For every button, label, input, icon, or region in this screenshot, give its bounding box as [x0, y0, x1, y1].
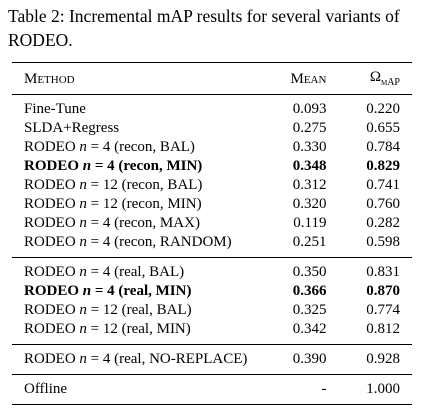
method-cell: Offline: [24, 381, 68, 397]
method-cell: RODEO n = 4 (recon, MAX): [24, 215, 200, 231]
omega-cell: 0.655: [366, 120, 400, 136]
mean-cell: 0.342: [292, 321, 327, 337]
table-row: RODEO n = 4 (recon, BAL) 0.330 0.784: [12, 138, 412, 157]
table-row: RODEO n = 4 (real, MIN) 0.366 0.870: [12, 282, 412, 301]
table-row: RODEO n = 12 (real, MIN) 0.342 0.812: [12, 320, 412, 345]
omega-cell: 0.870: [366, 283, 400, 299]
method-cell: RODEO n = 12 (recon, BAL): [24, 177, 203, 193]
omega-cell: 0.928: [366, 351, 400, 367]
header-mean: Mean: [290, 71, 327, 87]
table-row: RODEO n = 12 (real, BAL) 0.325 0.774: [12, 301, 412, 320]
method-cell: RODEO n = 4 (real, MIN): [24, 283, 192, 299]
method-cell: RODEO n = 4 (recon, MIN): [24, 158, 203, 174]
table-header: Method Mean ΩmAP: [12, 62, 412, 95]
mean-cell: 0.330: [292, 139, 327, 155]
table-row: RODEO n = 4 (real, BAL) 0.350 0.831: [12, 258, 412, 283]
omega-cell: 1.000: [366, 381, 400, 397]
omega-cell: 0.598: [366, 234, 400, 250]
table-row: RODEO n = 4 (recon, MAX) 0.119 0.282: [12, 214, 412, 233]
mean-cell: 0.320: [292, 196, 327, 212]
omega-cell: 0.220: [366, 101, 400, 117]
results-table: Method Mean ΩmAP Fine-Tune 0.093 0.220 SLDA…: [12, 62, 412, 405]
table-row: RODEO n = 12 (recon, BAL) 0.312 0.741: [12, 176, 412, 195]
mean-cell: 0.251: [292, 234, 327, 250]
omega-symbol: Ω: [369, 68, 381, 85]
mean-cell: 0.275: [292, 120, 327, 136]
mean-cell: 0.093: [292, 101, 327, 117]
mean-cell: 0.312: [292, 177, 327, 193]
table-row: SLDA+Regress 0.275 0.655: [12, 119, 412, 138]
omega-sub: mAP: [380, 76, 400, 88]
method-cell: Fine-Tune: [24, 101, 86, 117]
method-cell: RODEO n = 4 (real, NO-REPLACE): [24, 351, 248, 367]
omega-cell: 0.784: [366, 139, 400, 155]
header-row: Method Mean ΩmAP: [12, 63, 412, 95]
omega-cell: 0.741: [366, 177, 400, 193]
mean-cell: -: [321, 381, 327, 397]
table-row: RODEO n = 12 (recon, MIN) 0.320 0.760: [12, 195, 412, 214]
method-cell: RODEO n = 12 (real, MIN): [24, 321, 191, 337]
row-group: RODEO n = 4 (real, BAL) 0.350 0.831 RODEO n…: [12, 258, 412, 345]
mean-cell: 0.350: [292, 264, 327, 280]
row-group: RODEO n = 4 (real, NO-REPLACE) 0.390 0.928: [12, 345, 412, 375]
mean-cell: 0.348: [292, 158, 327, 174]
omega-cell: 0.760: [366, 196, 400, 212]
caption: Table 2: Incremental mAP results for sev…: [8, 6, 400, 50]
omega-cell: 0.831: [366, 264, 400, 280]
method-cell: RODEO n = 4 (real, BAL): [24, 264, 185, 280]
omega-cell: 0.774: [366, 302, 400, 318]
table-row: RODEO n = 4 (recon, RANDOM) 0.251 0.598: [12, 233, 412, 258]
row-group: Offline - 1.000: [12, 375, 412, 405]
method-cell: RODEO n = 12 (recon, MIN): [24, 196, 202, 212]
row-group: Fine-Tune 0.093 0.220 SLDA+Regress 0.275 0.65…: [12, 95, 412, 258]
header-omega: ΩmAP: [328, 63, 412, 95]
method-cell: RODEO n = 4 (recon, BAL): [24, 139, 195, 155]
omega-cell: 0.282: [366, 215, 400, 231]
table-row: Offline - 1.000: [12, 375, 412, 405]
header-method: Method: [24, 71, 75, 87]
method-cell: RODEO n = 4 (recon, RANDOM): [24, 234, 232, 250]
mean-cell: 0.325: [292, 302, 327, 318]
omega-cell: 0.829: [366, 158, 400, 174]
table-row: RODEO n = 4 (real, NO-REPLACE) 0.390 0.928: [12, 345, 412, 375]
method-cell: RODEO n = 12 (real, BAL): [24, 302, 192, 318]
table-row: RODEO n = 4 (recon, MIN) 0.348 0.829: [12, 157, 412, 176]
method-cell: SLDA+Regress: [24, 120, 120, 136]
mean-cell: 0.366: [292, 283, 327, 299]
mean-cell: 0.119: [293, 215, 327, 231]
mean-cell: 0.390: [292, 351, 327, 367]
omega-cell: 0.812: [366, 321, 400, 337]
table-row: Fine-Tune 0.093 0.220: [12, 95, 412, 120]
